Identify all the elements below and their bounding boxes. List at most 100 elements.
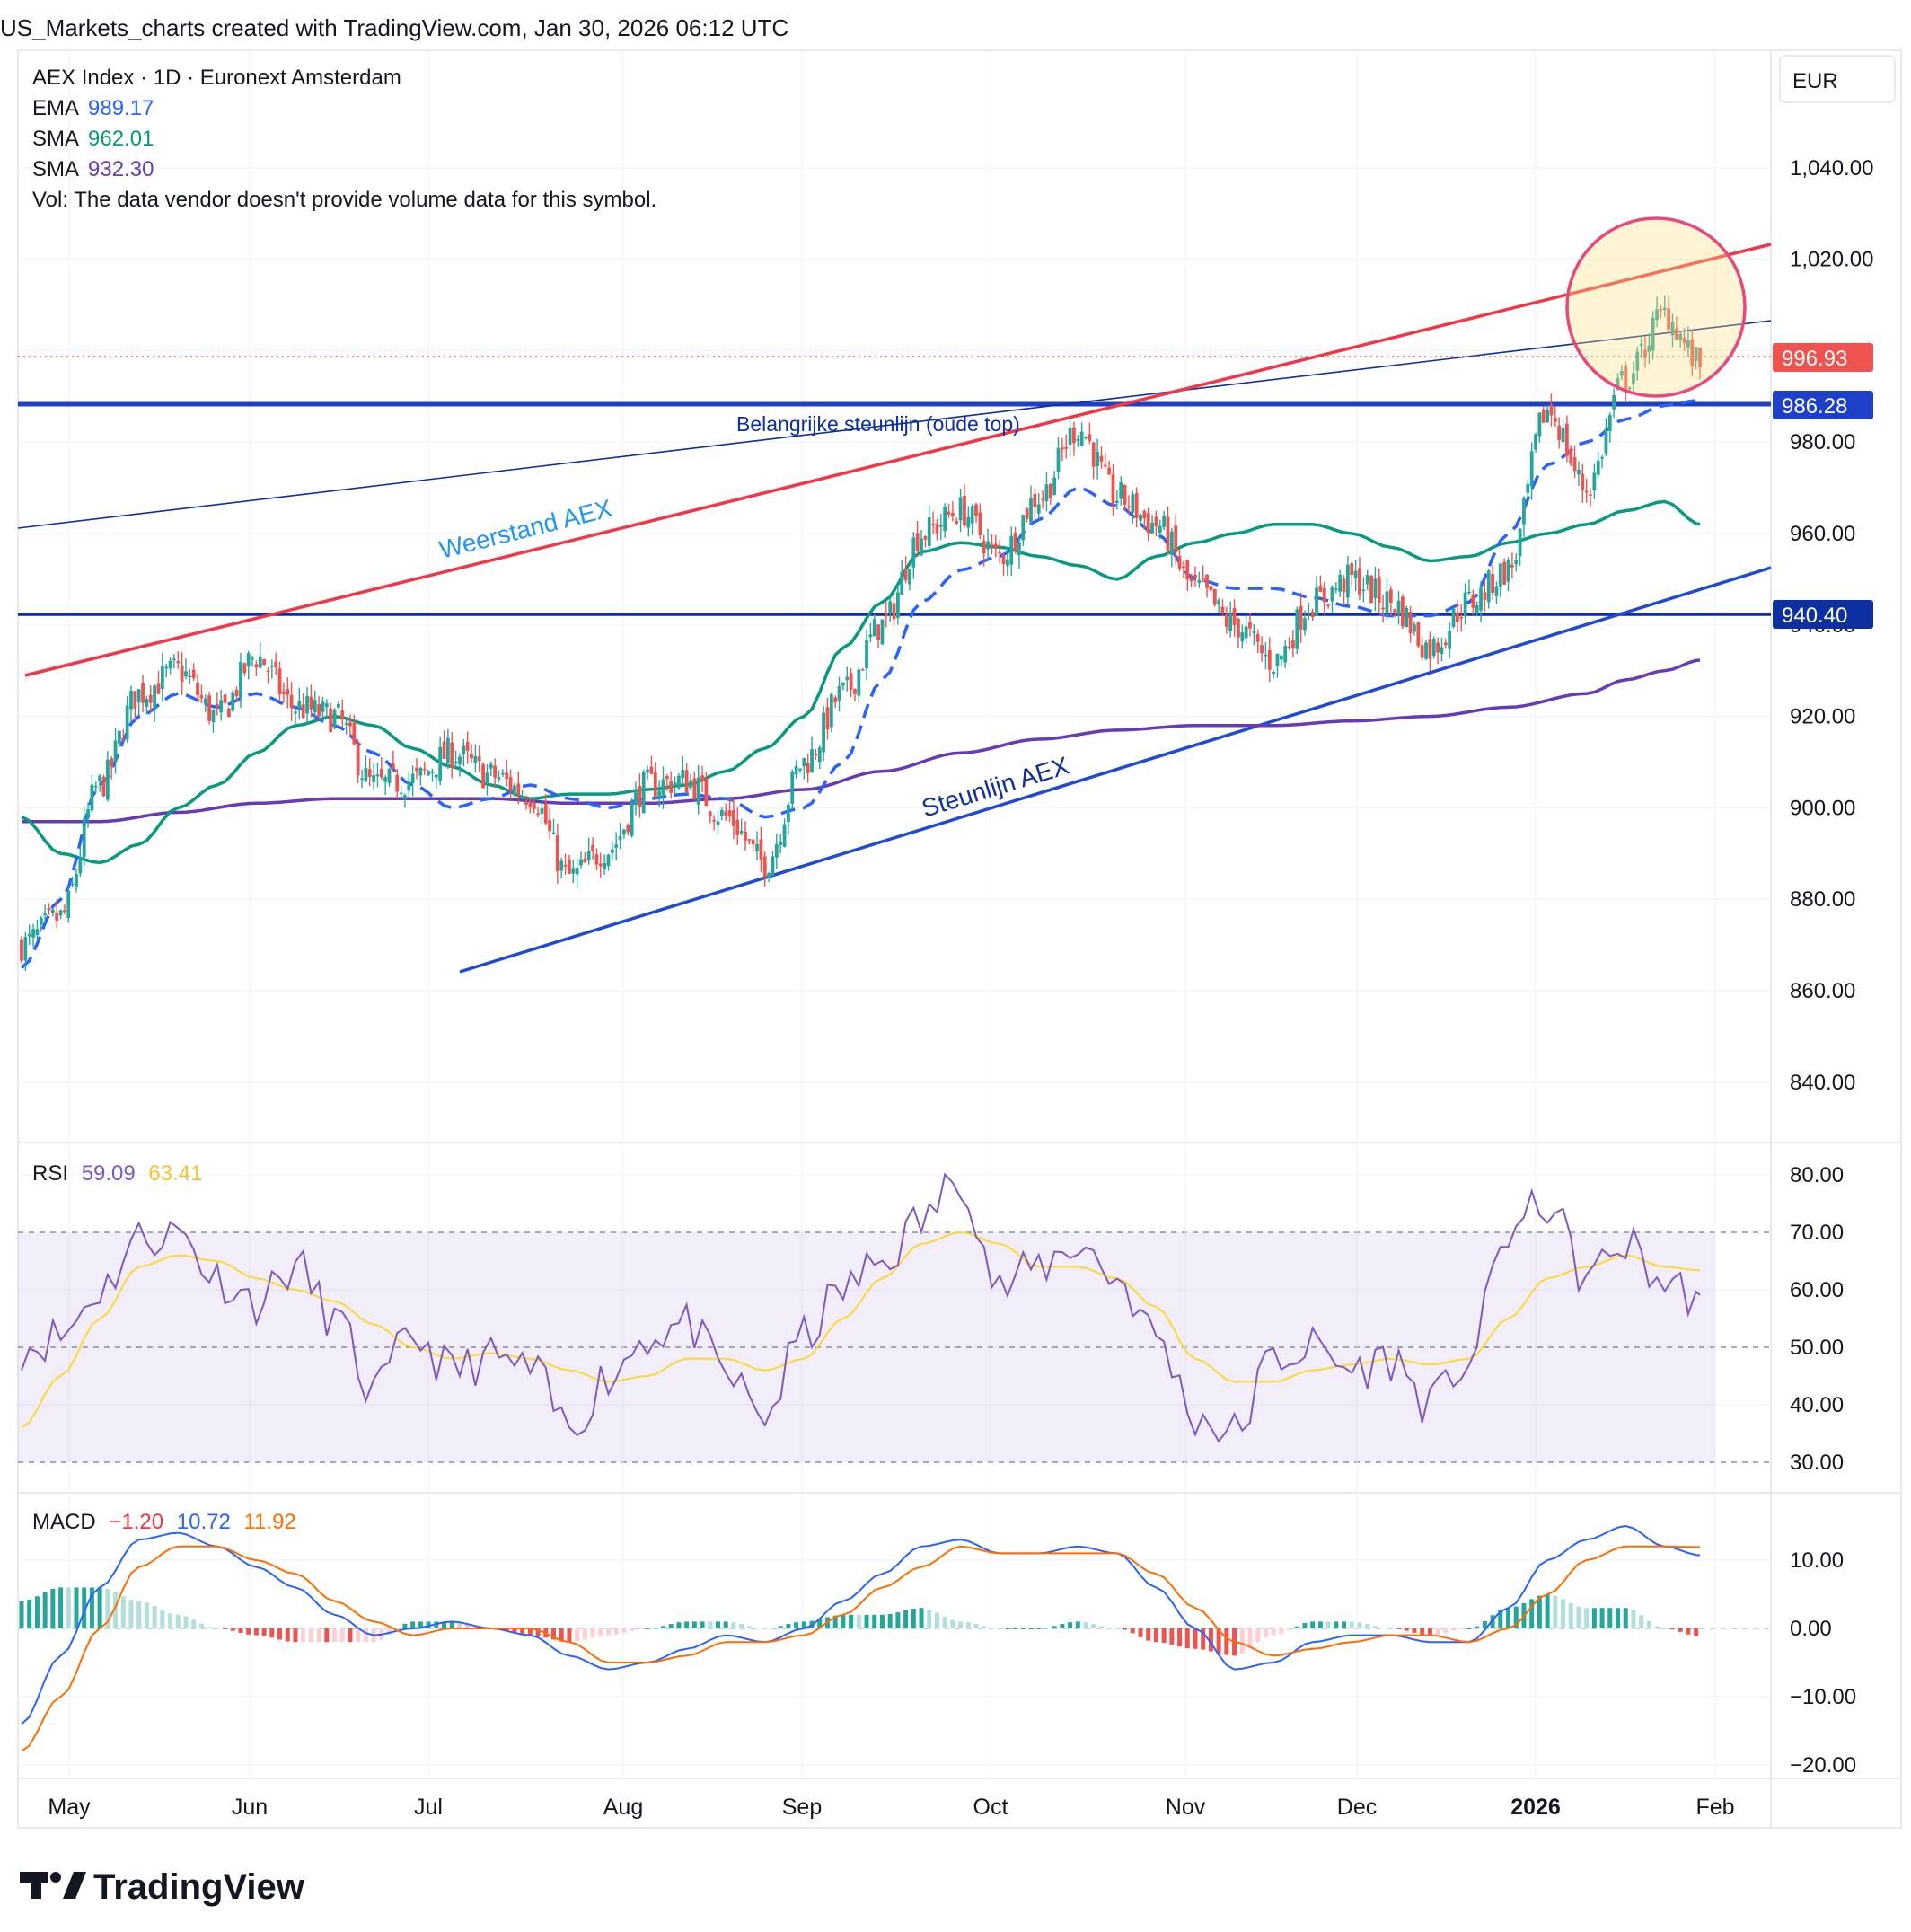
- highlight-circle[interactable]: [1565, 216, 1747, 398]
- macd-signal-value: 11.92: [243, 1510, 295, 1534]
- candle-body: [755, 843, 759, 851]
- candle: [1326, 604, 1331, 609]
- candle-body: [719, 809, 724, 816]
- candle: [719, 807, 724, 821]
- macd-histogram-bar: [746, 1626, 752, 1628]
- candle: [1342, 575, 1346, 606]
- candle-body: [1162, 516, 1167, 527]
- candle: [548, 807, 552, 840]
- candle-body: [309, 696, 313, 710]
- candle-body: [1021, 515, 1026, 541]
- candle: [1005, 547, 1009, 576]
- currency-button[interactable]: EUR: [1779, 55, 1896, 103]
- candle-body: [105, 759, 110, 800]
- candle: [1639, 336, 1643, 358]
- candle: [1651, 311, 1655, 360]
- candle-body: [958, 497, 963, 521]
- candle: [391, 750, 395, 772]
- candle-body: [75, 873, 78, 887]
- candle-body: [516, 783, 521, 796]
- candle-body: [903, 569, 908, 581]
- candle: [1408, 605, 1413, 643]
- candle: [1350, 561, 1354, 588]
- macd-histogram-bar: [277, 1628, 283, 1640]
- sma1-value: 962.01: [88, 127, 154, 151]
- candle: [774, 833, 779, 869]
- macd-histogram-bar: [1686, 1628, 1691, 1635]
- macd-histogram-bar: [394, 1628, 400, 1629]
- candle: [520, 790, 524, 799]
- candle-body: [528, 802, 533, 807]
- candle: [1467, 579, 1471, 595]
- candle-body: [598, 863, 603, 867]
- candle-body: [900, 571, 904, 595]
- candle-body: [43, 913, 48, 915]
- macd-histogram-bar: [457, 1622, 462, 1628]
- macd-line-value: 10.72: [177, 1510, 231, 1534]
- candle-body: [583, 858, 587, 863]
- candle: [1177, 549, 1182, 572]
- price-tick-label: 980.00: [1790, 430, 1855, 454]
- macd-histogram-bar: [113, 1592, 119, 1628]
- candle: [1358, 556, 1361, 601]
- candle-body: [1068, 428, 1072, 445]
- tradingview-logo[interactable]: TradingView: [20, 1867, 305, 1907]
- macd-histogram-bar: [449, 1621, 454, 1628]
- candle-body: [1592, 472, 1597, 490]
- candle-body: [1670, 322, 1675, 336]
- macd-histogram-bar: [105, 1588, 110, 1628]
- candle-body: [634, 790, 638, 806]
- candle-body: [895, 592, 900, 618]
- candle-body: [203, 698, 207, 705]
- candle: [1048, 483, 1052, 505]
- candle-body: [481, 764, 485, 789]
- candle-body: [1295, 609, 1299, 649]
- candle: [227, 707, 231, 718]
- candle: [231, 689, 235, 713]
- candle-body: [532, 802, 536, 809]
- pane-frames: [17, 49, 1902, 1829]
- sma-slow-line: [22, 658, 1701, 824]
- rsi-tick-label: 70.00: [1790, 1221, 1844, 1245]
- candle: [982, 534, 986, 567]
- candle-body: [638, 786, 642, 807]
- candle-body: [168, 660, 172, 669]
- candle: [1146, 507, 1150, 542]
- candle-body: [274, 661, 278, 667]
- candle: [1131, 490, 1135, 524]
- candle: [372, 763, 375, 790]
- candle-body: [857, 669, 861, 696]
- candle-body: [829, 694, 833, 728]
- candle: [505, 759, 509, 787]
- candle-body: [559, 860, 564, 871]
- candle: [853, 688, 857, 701]
- candle-body: [1600, 457, 1604, 459]
- candle-body: [696, 777, 700, 805]
- candle: [641, 770, 646, 814]
- candle-body: [1400, 596, 1405, 627]
- candle: [938, 513, 943, 541]
- candle: [513, 782, 516, 798]
- candle: [125, 696, 129, 743]
- candle-body: [1267, 649, 1272, 670]
- candle: [364, 755, 368, 783]
- symbol-title[interactable]: AEX Index · 1D · Euronext Amsterdam: [32, 66, 401, 90]
- candle: [1295, 606, 1299, 655]
- resistance-line[interactable]: [24, 243, 1772, 677]
- candle: [136, 688, 141, 715]
- candle-body: [1048, 483, 1052, 498]
- candle: [1224, 606, 1228, 634]
- macd-histogram-bar: [74, 1587, 79, 1628]
- upper-channel-line[interactable]: [17, 320, 1772, 529]
- candle: [1052, 471, 1057, 496]
- candle: [528, 797, 533, 814]
- support-line[interactable]: [459, 566, 1772, 974]
- candle-body: [1526, 483, 1530, 493]
- macd-histogram-bar: [605, 1628, 611, 1636]
- candle: [262, 658, 267, 666]
- macd-histogram-bar: [1349, 1621, 1354, 1628]
- macd-histogram-bar: [973, 1624, 979, 1628]
- candle: [168, 657, 172, 675]
- candle-body: [536, 813, 540, 816]
